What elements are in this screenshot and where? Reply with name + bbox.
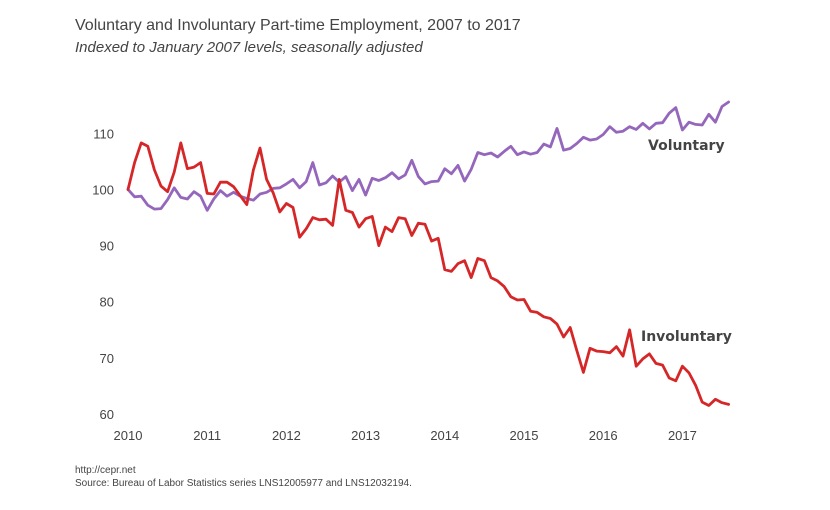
series-line-voluntary [126, 100, 730, 212]
x-tick-label: 2017 [668, 428, 697, 443]
chart-subtitle: Indexed to January 2007 levels, seasonal… [75, 39, 423, 56]
x-tick-label: 2015 [510, 428, 539, 443]
y-axis-ticks: 60 70 80 90 100 110 [92, 126, 114, 422]
series-label-voluntary: Voluntary [648, 138, 725, 154]
chart-title: Voluntary and Involuntary Part-time Empl… [75, 17, 521, 34]
y-tick-label: 100 [92, 183, 114, 198]
x-tick-label: 2012 [272, 428, 301, 443]
source-note: Source: Bureau of Labor Statistics serie… [75, 478, 412, 489]
x-tick-label: 2011 [193, 428, 221, 443]
series-line-involuntary [126, 141, 730, 407]
y-tick-label: 90 [100, 239, 114, 254]
x-axis-ticks: 2010 2011 2012 2013 2014 2015 2016 2017 [114, 428, 697, 443]
series-lines [126, 100, 730, 407]
x-tick-label: 2014 [430, 428, 459, 443]
x-tick-label: 2010 [114, 428, 143, 443]
y-tick-label: 80 [100, 295, 114, 310]
y-tick-label: 70 [100, 351, 114, 366]
source-url: http://cepr.net [75, 465, 136, 476]
x-tick-label: 2016 [589, 428, 618, 443]
y-tick-label: 60 [100, 407, 114, 422]
x-tick-label: 2013 [351, 428, 380, 443]
series-label-involuntary: Involuntary [641, 329, 732, 345]
y-tick-label: 110 [93, 126, 114, 141]
